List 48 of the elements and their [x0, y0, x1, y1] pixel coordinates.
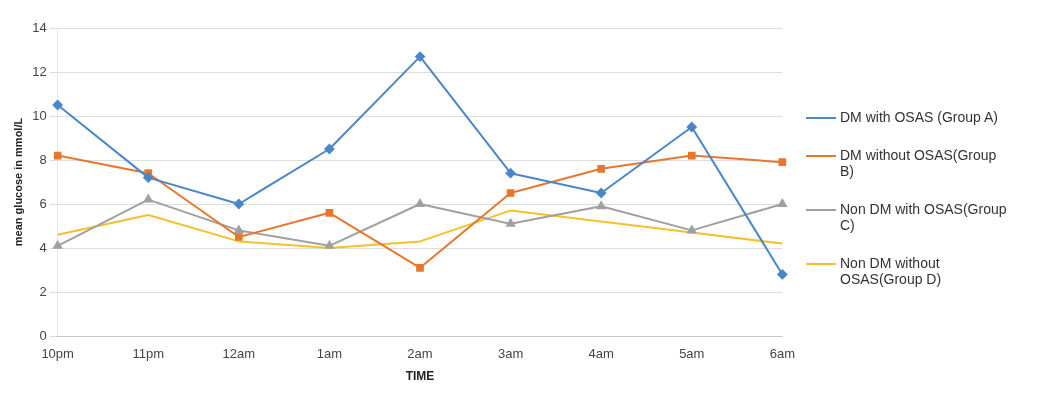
y-tick-label: 12	[32, 63, 47, 79]
y-axis-title: mean glucose in mmol/L	[11, 117, 24, 247]
point	[687, 225, 697, 234]
point	[596, 201, 606, 210]
y-tick-label: 0	[39, 327, 47, 343]
point	[234, 225, 244, 234]
y-tick-label: 6	[39, 195, 47, 211]
y-tick-label: 4	[39, 239, 47, 255]
legend-label: DM with OSAS (Group A)	[840, 109, 999, 125]
legend-label: Non DM with OSAS(Group C)	[840, 201, 1008, 233]
point	[143, 172, 154, 183]
x-tick-label: 2am	[407, 346, 433, 362]
point	[415, 51, 426, 62]
point	[687, 151, 696, 160]
point	[324, 144, 335, 154]
x-tick-label: 6am	[769, 346, 795, 362]
y-tick-label: 14	[32, 19, 47, 35]
point	[686, 122, 697, 132]
y-tick-label: 10	[32, 107, 47, 123]
point	[143, 194, 153, 203]
point	[778, 158, 787, 167]
point	[52, 100, 63, 110]
y-tick-label: 8	[39, 151, 47, 167]
point	[235, 233, 243, 241]
point	[324, 240, 334, 249]
point	[596, 188, 607, 198]
point	[777, 199, 787, 207]
x-tick-label: 5am	[679, 346, 705, 362]
point	[325, 208, 334, 217]
point	[505, 168, 516, 179]
x-tick-label: 1am	[316, 346, 343, 362]
y-tick-label: 2	[39, 283, 47, 299]
x-tick-label: 3am	[497, 346, 524, 362]
x-axis-title: TIME	[405, 369, 435, 384]
point	[416, 263, 424, 272]
point	[597, 164, 606, 173]
point	[506, 218, 516, 227]
point	[53, 240, 63, 249]
x-tick-label: 12am	[222, 346, 256, 362]
point	[415, 199, 425, 207]
x-tick-label: 11pm	[132, 346, 165, 362]
point	[233, 199, 244, 209]
x-tick-label: 4am	[588, 346, 614, 362]
x-tick-label: 10pm	[41, 346, 74, 362]
point	[506, 189, 515, 197]
legend-label: Non DM without OSAS(Group D)	[840, 255, 943, 287]
point	[777, 269, 788, 280]
legend-label: DM without OSAS(Group B)	[840, 147, 998, 179]
